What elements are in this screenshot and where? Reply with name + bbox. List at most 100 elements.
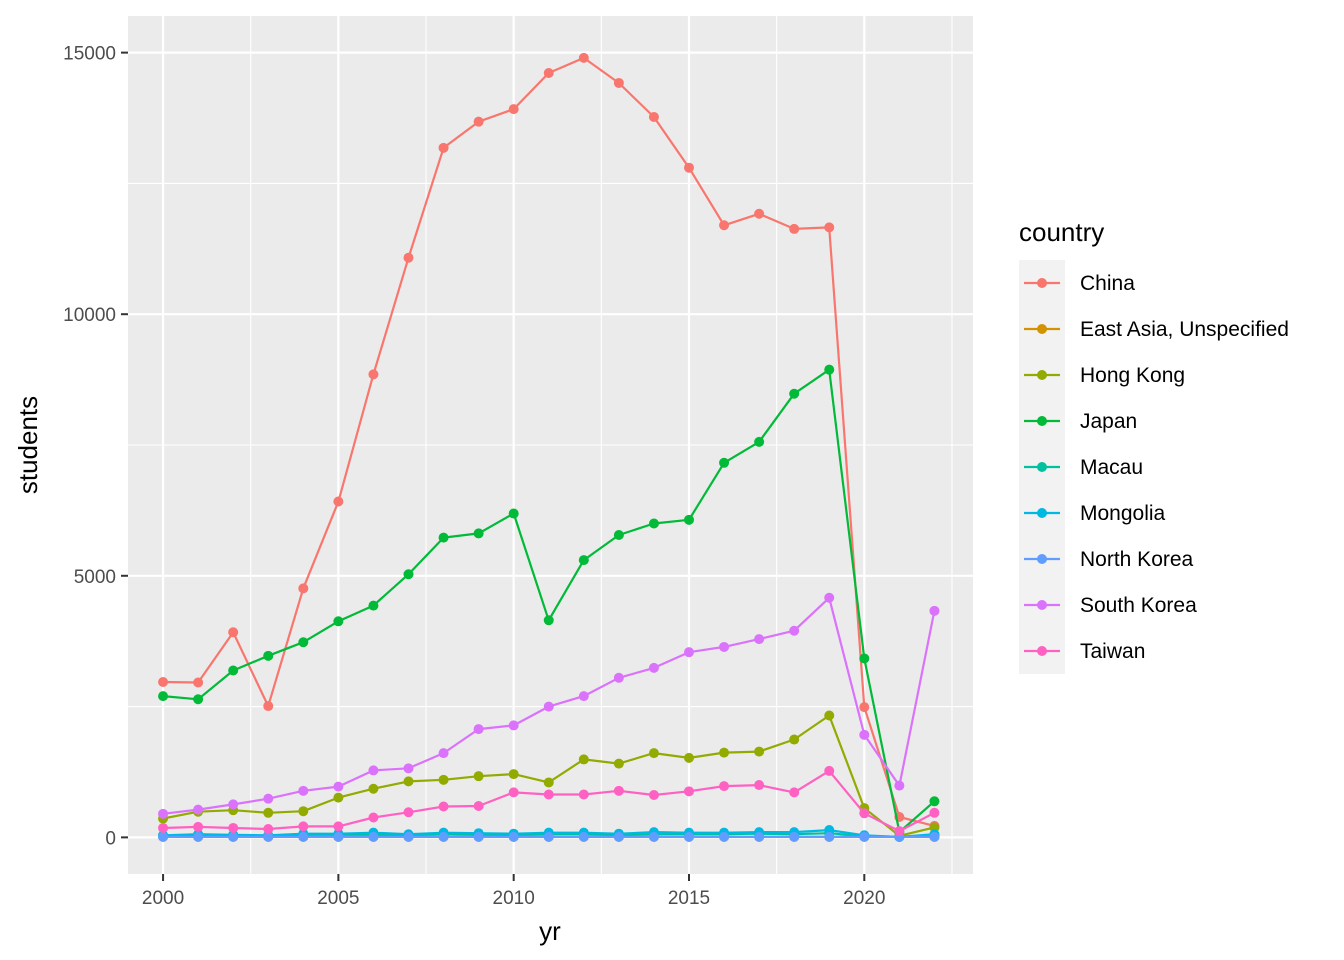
legend-item-china: China xyxy=(1024,272,1135,295)
data-point-taiwan xyxy=(683,786,694,797)
data-point-south-korea xyxy=(263,793,274,804)
data-point-hong-kong xyxy=(438,774,449,785)
data-point-north-korea xyxy=(789,831,800,842)
data-point-north-korea xyxy=(193,831,204,842)
legend-key-point xyxy=(1037,554,1047,564)
legend-key-point xyxy=(1037,416,1047,426)
legend-item-taiwan: Taiwan xyxy=(1024,640,1145,663)
data-point-japan xyxy=(754,436,765,447)
series-taiwan xyxy=(158,765,940,837)
data-point-taiwan xyxy=(613,785,624,796)
data-point-south-korea xyxy=(543,701,554,712)
data-point-hong-kong xyxy=(298,806,309,817)
legend-key-point xyxy=(1037,324,1047,334)
legend-key-point xyxy=(1037,370,1047,380)
data-point-south-korea xyxy=(193,804,204,815)
legend-label: East Asia, Unspecified xyxy=(1080,318,1289,341)
data-point-hong-kong xyxy=(508,769,519,780)
x-axis-title: yr xyxy=(539,916,561,946)
legend-label: China xyxy=(1080,272,1135,295)
x-axis: 2000 2005 2010 2015 2020 xyxy=(142,874,885,909)
legend-title: country xyxy=(1019,217,1104,247)
series-south-korea xyxy=(158,592,940,819)
data-point-china xyxy=(824,222,835,233)
data-point-china xyxy=(368,369,379,380)
data-point-taiwan xyxy=(508,787,519,798)
data-point-taiwan xyxy=(403,807,414,818)
data-point-south-korea xyxy=(298,785,309,796)
data-point-china xyxy=(508,104,519,115)
data-point-north-korea xyxy=(648,831,659,842)
data-point-south-korea xyxy=(438,748,449,759)
series-china xyxy=(158,52,940,831)
x-tick-label: 2010 xyxy=(493,888,535,909)
data-point-taiwan xyxy=(473,800,484,811)
data-point-japan xyxy=(298,637,309,648)
data-point-north-korea xyxy=(438,831,449,842)
data-point-taiwan xyxy=(754,780,765,791)
series-japan xyxy=(158,364,940,838)
data-point-hong-kong xyxy=(613,758,624,769)
data-point-hong-kong xyxy=(719,747,730,758)
legend-label: Macau xyxy=(1080,456,1143,479)
data-point-japan xyxy=(824,364,835,375)
data-point-china xyxy=(719,220,730,231)
data-point-north-korea xyxy=(368,831,379,842)
legend-key-point xyxy=(1037,508,1047,518)
data-point-taiwan xyxy=(158,822,169,833)
data-point-china xyxy=(613,77,624,88)
data-point-hong-kong xyxy=(683,752,694,763)
data-point-china xyxy=(193,677,204,688)
data-point-japan xyxy=(859,653,870,664)
data-point-south-korea xyxy=(508,720,519,731)
data-point-south-korea xyxy=(824,592,835,603)
data-point-north-korea xyxy=(754,831,765,842)
data-point-japan xyxy=(193,694,204,705)
data-point-north-korea xyxy=(683,831,694,842)
legend-item-hong-kong: Hong Kong xyxy=(1024,364,1185,387)
legend-item-mongolia: Mongolia xyxy=(1024,502,1166,525)
y-tick-label: 5000 xyxy=(74,567,116,588)
data-point-japan xyxy=(613,529,624,540)
data-point-north-korea xyxy=(824,831,835,842)
data-point-japan xyxy=(789,388,800,399)
data-point-china xyxy=(473,116,484,127)
data-point-china xyxy=(578,52,589,63)
y-tick-label: 10000 xyxy=(63,305,116,326)
data-point-north-korea xyxy=(263,831,274,842)
x-tick-label: 2000 xyxy=(142,888,184,909)
legend-label: Hong Kong xyxy=(1080,364,1185,387)
data-point-south-korea xyxy=(894,780,905,791)
data-point-north-korea xyxy=(929,831,940,842)
data-point-north-korea xyxy=(333,831,344,842)
legend-key-point xyxy=(1037,462,1047,472)
data-point-hong-kong xyxy=(333,792,344,803)
legend-item-south-korea: South Korea xyxy=(1024,594,1197,617)
data-point-taiwan xyxy=(719,781,730,792)
data-point-japan xyxy=(333,616,344,627)
data-point-taiwan xyxy=(824,765,835,776)
y-tick-label: 15000 xyxy=(63,44,116,65)
data-point-japan xyxy=(929,796,940,807)
data-point-china xyxy=(403,252,414,263)
data-point-hong-kong xyxy=(824,710,835,721)
data-point-taiwan xyxy=(859,808,870,819)
legend-item-north-korea: North Korea xyxy=(1024,548,1194,571)
legend-item-macau: Macau xyxy=(1024,456,1143,479)
data-point-north-korea xyxy=(508,831,519,842)
data-point-china xyxy=(683,162,694,173)
data-point-china xyxy=(228,627,239,638)
data-point-japan xyxy=(368,600,379,611)
data-point-hong-kong xyxy=(648,748,659,759)
data-point-japan xyxy=(683,514,694,525)
y-axis: 0 5000 10000 15000 xyxy=(63,44,128,849)
data-point-china xyxy=(754,208,765,219)
data-point-south-korea xyxy=(789,625,800,636)
x-tick-label: 2015 xyxy=(668,888,710,909)
series-north-korea xyxy=(158,831,940,842)
data-point-south-korea xyxy=(473,724,484,735)
legend-item-japan: Japan xyxy=(1024,410,1137,433)
data-point-hong-kong xyxy=(789,734,800,745)
data-point-south-korea xyxy=(719,641,730,652)
